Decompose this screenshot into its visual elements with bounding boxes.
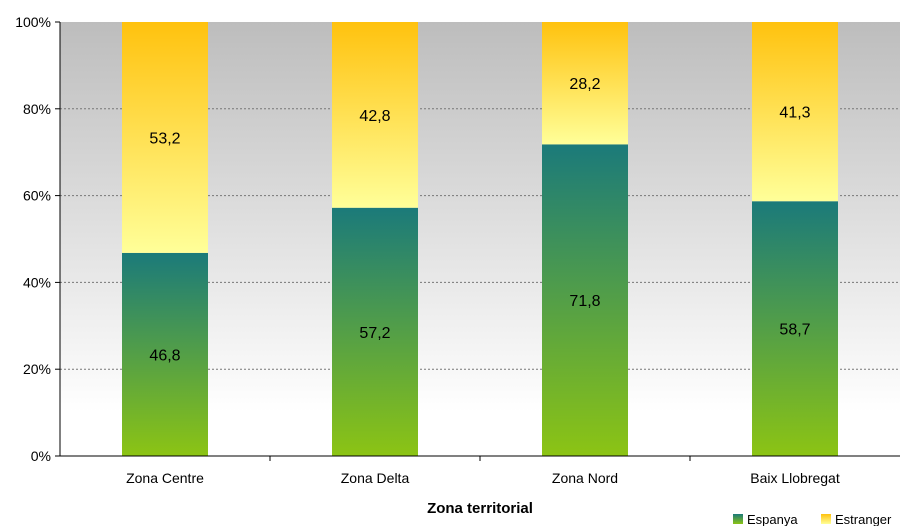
data-label: 57,2 [359, 325, 390, 342]
bar-espanya-2 [332, 207, 418, 456]
data-label: 53,2 [149, 130, 180, 147]
data-label: 42,8 [359, 108, 390, 125]
bar-espanya-1 [122, 252, 208, 456]
x-tick-label: Zona Delta [341, 470, 410, 486]
data-label: 58,7 [779, 322, 810, 339]
y-tick-label: 80% [23, 101, 51, 117]
y-tick-label: 100% [15, 14, 51, 30]
x-axis-title: Zona territorial [427, 500, 533, 517]
data-label: 46,8 [149, 347, 180, 364]
y-tick-label: 20% [23, 361, 51, 377]
bar-espanya-4 [752, 201, 838, 456]
bar-estranger-4 [752, 22, 838, 202]
legend: Espanya Estranger [733, 512, 892, 527]
data-label: 28,2 [569, 76, 600, 93]
y-tick-label: 40% [23, 274, 51, 290]
legend-swatch-espanya [733, 514, 743, 524]
bar-estranger-3 [542, 22, 628, 145]
axes-group: 0% 20% 40% 60% 80% 100% Zona Centre Zona Delta Z… [15, 14, 900, 486]
x-tick-label: Baix Llobregat [750, 470, 840, 486]
y-tick-label: 0% [31, 448, 51, 464]
y-tick-label: 60% [23, 188, 51, 204]
x-tick-label: Zona Centre [126, 470, 204, 486]
bar-estranger-1 [122, 22, 208, 253]
data-label: 71,8 [569, 293, 600, 310]
bar-espanya-3 [542, 144, 628, 456]
data-label: 41,3 [779, 105, 810, 122]
bars-group: 46,8 53,2 57,2 42,8 71,8 28,2 58,7 41,3 [122, 22, 838, 456]
legend-label-espanya: Espanya [747, 512, 798, 526]
bar-estranger-2 [332, 22, 418, 208]
legend-label-estranger: Estranger [835, 512, 892, 526]
legend-swatch-estranger [821, 514, 831, 524]
x-tick-label: Zona Nord [552, 470, 618, 486]
